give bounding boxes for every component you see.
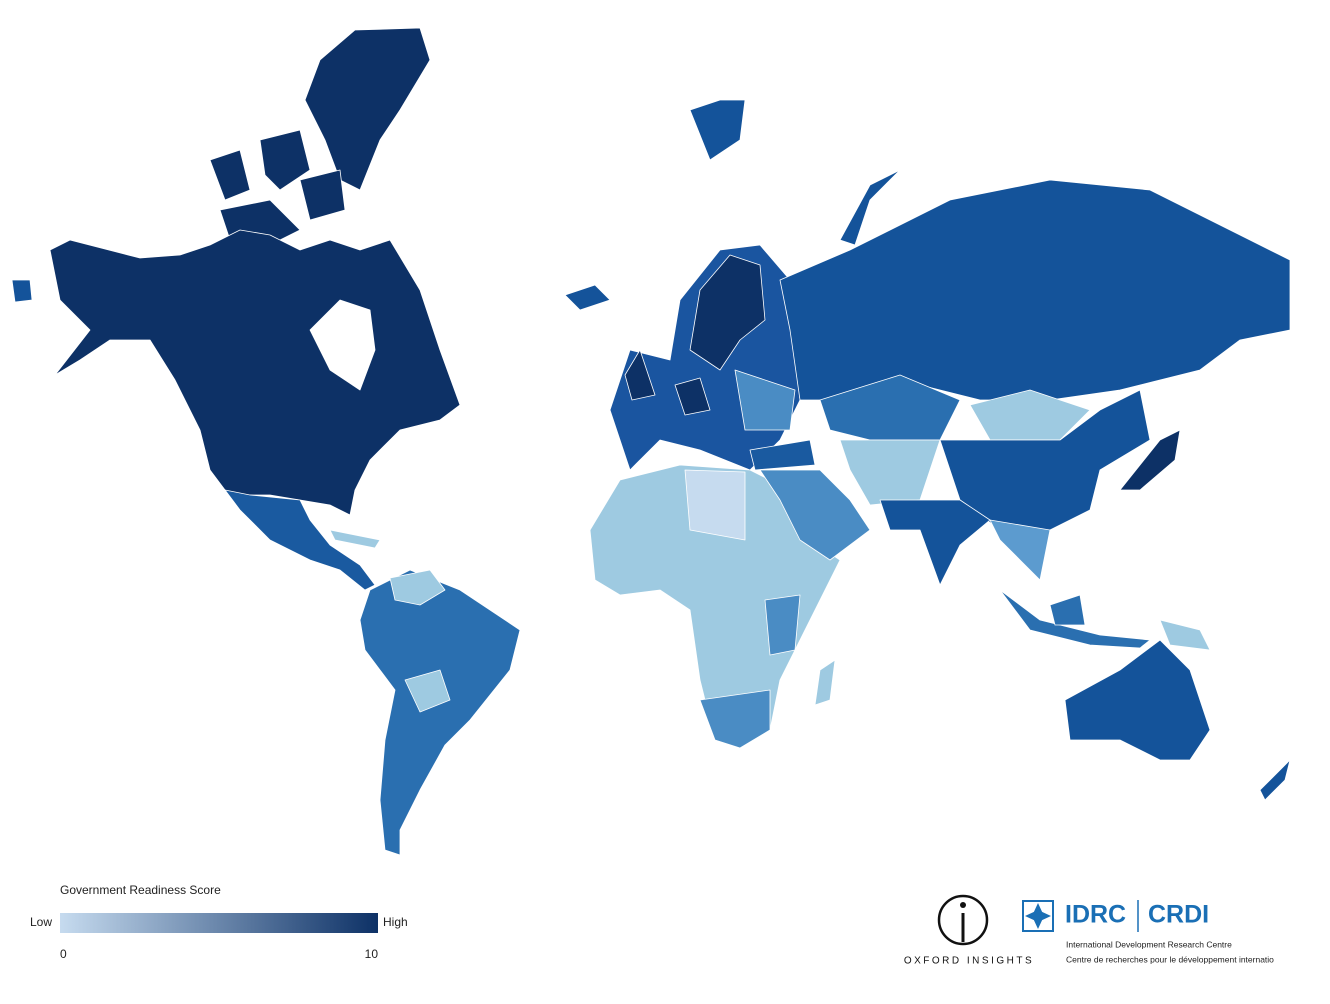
legend-gradient xyxy=(60,913,378,933)
mexico-central-america xyxy=(224,489,376,591)
africa xyxy=(589,464,841,749)
new-zealand xyxy=(1259,759,1291,801)
central-asia xyxy=(839,439,941,506)
scandinavia xyxy=(689,254,766,371)
indonesia xyxy=(999,589,1151,649)
idrc-fr: Centre de recherches pour le développeme… xyxy=(1066,954,1274,964)
oxford-icon xyxy=(937,894,989,946)
legend-low: Low xyxy=(30,915,52,929)
australia xyxy=(1064,639,1211,761)
germany xyxy=(674,377,711,416)
hudson-bay xyxy=(309,299,376,391)
legend-tick-label: 10 xyxy=(365,947,379,961)
legend-ticks: 0 10 xyxy=(60,947,378,961)
legend: Government Readiness Score Low High 0 10 xyxy=(30,883,408,961)
arctic-island xyxy=(209,149,251,201)
north-africa xyxy=(684,469,746,541)
mongolia xyxy=(969,389,1091,441)
south-america xyxy=(359,569,521,856)
north-america xyxy=(49,229,461,516)
novaya-zemlya xyxy=(839,169,901,246)
idrc-en: International Development Research Centr… xyxy=(1066,939,1232,949)
iceland xyxy=(564,284,611,311)
idrc-logo: IDRC CRDI International Development Rese… xyxy=(1022,900,1274,964)
middle-east xyxy=(759,469,871,561)
turkey xyxy=(749,439,816,471)
idrc-icon xyxy=(1022,900,1054,932)
eastern-europe xyxy=(734,369,796,431)
legend-tick-label: 0 xyxy=(60,947,67,961)
madagascar xyxy=(814,659,836,706)
aleutian xyxy=(11,279,33,303)
bolivia xyxy=(404,669,451,713)
arctic-island xyxy=(299,169,346,221)
world-map xyxy=(11,27,1291,856)
oxford-logo: OXFORD INSIGHTS xyxy=(904,894,1034,967)
legend-title: Government Readiness Score xyxy=(60,883,221,897)
uk xyxy=(624,349,656,401)
east-africa xyxy=(764,594,801,656)
japan xyxy=(1119,429,1181,491)
oxford-text: OXFORD INSIGHTS xyxy=(904,956,1034,967)
svalbard xyxy=(689,99,746,161)
new-guinea xyxy=(1159,619,1211,651)
arctic-island xyxy=(259,129,311,191)
venezuela xyxy=(389,569,446,606)
borneo xyxy=(1049,594,1086,626)
southeast-asia xyxy=(989,519,1051,581)
caribbean xyxy=(329,529,381,549)
oxford-icon-dot xyxy=(960,902,966,908)
southern-africa xyxy=(699,689,771,749)
crdi-text: CRDI xyxy=(1148,901,1209,929)
india xyxy=(879,499,991,586)
idrc-text: IDRC xyxy=(1065,901,1126,929)
legend-high: High xyxy=(383,915,408,929)
greenland xyxy=(304,27,431,191)
